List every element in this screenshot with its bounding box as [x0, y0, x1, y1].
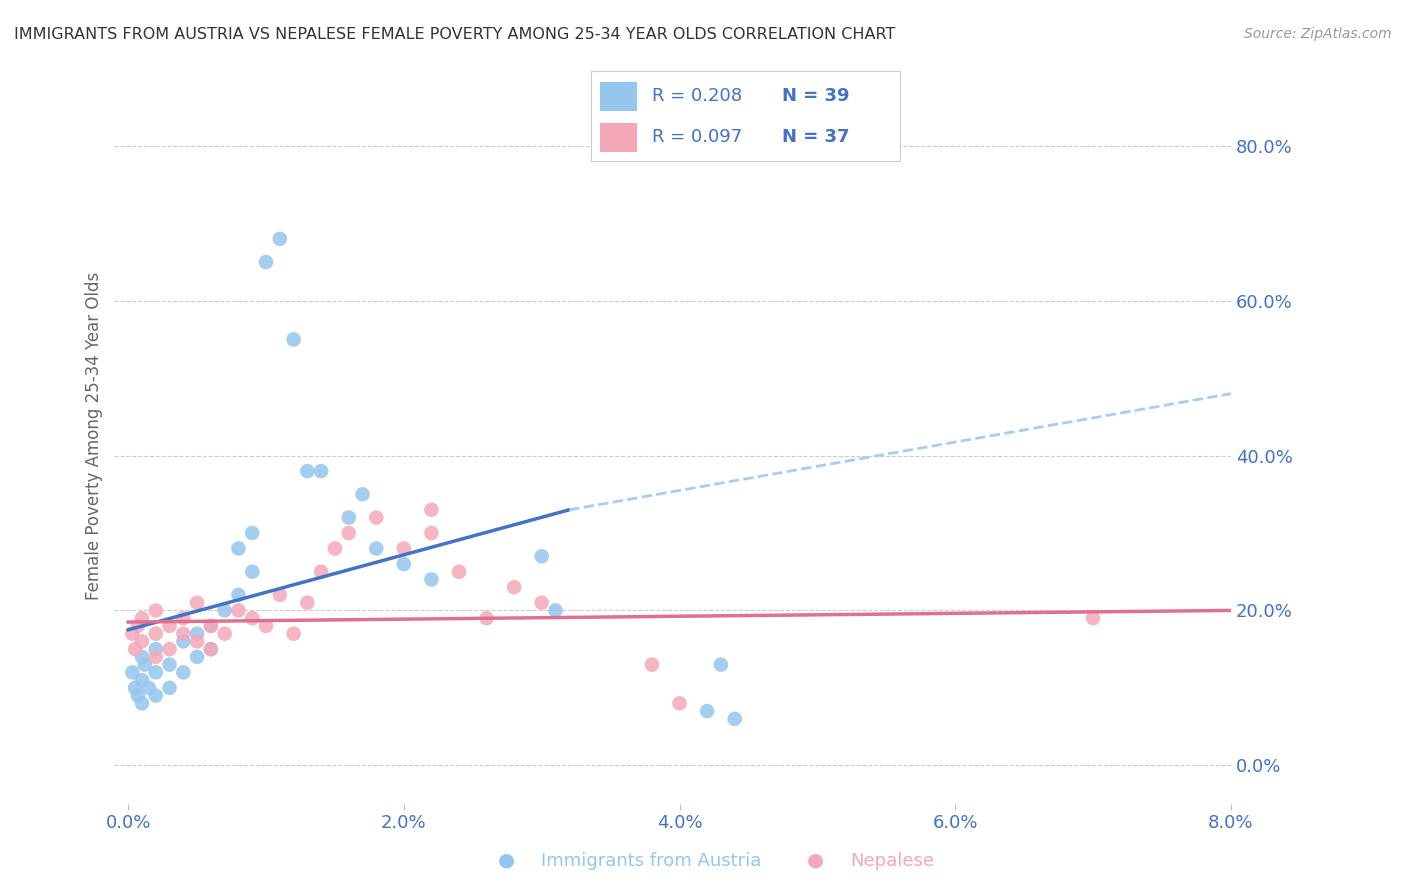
Point [240, 611, 263, 625]
Point [710, 657, 733, 672]
Point [121, 665, 143, 680]
Point [131, 696, 153, 710]
Point [159, 657, 181, 672]
Text: R = 0.097: R = 0.097 [652, 128, 742, 146]
Point [159, 619, 181, 633]
Point [145, 649, 167, 664]
FancyBboxPatch shape [600, 82, 637, 111]
Point [530, 549, 553, 564]
Point [240, 526, 263, 541]
Point [420, 503, 443, 517]
Point [323, 541, 346, 556]
Point [172, 611, 194, 625]
Point [131, 649, 153, 664]
Point [145, 665, 167, 680]
Text: ●: ● [498, 851, 515, 870]
Point [214, 603, 236, 617]
Text: Nepalese: Nepalese [851, 852, 935, 870]
Point [696, 704, 718, 718]
Point [269, 232, 291, 246]
Y-axis label: Female Poverty Among 25-34 Year Olds: Female Poverty Among 25-34 Year Olds [86, 272, 103, 600]
Point [172, 634, 194, 648]
Point [138, 681, 160, 695]
Point [121, 626, 143, 640]
Point [530, 596, 553, 610]
Point [124, 681, 146, 695]
Point [254, 255, 277, 269]
FancyBboxPatch shape [600, 123, 637, 152]
Point [420, 526, 443, 541]
Point [297, 596, 319, 610]
Text: N = 39: N = 39 [782, 87, 849, 105]
Point [172, 626, 194, 640]
Point [228, 603, 250, 617]
Point [309, 464, 332, 478]
FancyBboxPatch shape [591, 71, 900, 161]
Point [1081, 611, 1104, 625]
Point [124, 642, 146, 657]
Point [186, 649, 208, 664]
Point [447, 565, 470, 579]
Point [200, 619, 222, 633]
Point [337, 526, 360, 541]
Point [228, 541, 250, 556]
Point [724, 712, 747, 726]
Point [145, 689, 167, 703]
Text: Source: ZipAtlas.com: Source: ZipAtlas.com [1244, 27, 1392, 41]
Point [186, 596, 208, 610]
Text: Immigrants from Austria: Immigrants from Austria [541, 852, 762, 870]
Point [159, 642, 181, 657]
Point [200, 642, 222, 657]
Point [475, 611, 498, 625]
Point [131, 634, 153, 648]
Point [420, 573, 443, 587]
Point [503, 580, 526, 594]
Point [309, 565, 332, 579]
Point [392, 557, 415, 571]
Point [145, 603, 167, 617]
Point [392, 541, 415, 556]
Point [366, 510, 388, 524]
Point [297, 464, 319, 478]
Point [127, 619, 149, 633]
Point [254, 619, 277, 633]
Point [240, 565, 263, 579]
Point [668, 696, 690, 710]
Point [283, 626, 305, 640]
Point [200, 619, 222, 633]
Point [134, 657, 156, 672]
Text: R = 0.208: R = 0.208 [652, 87, 742, 105]
Point [214, 626, 236, 640]
Point [127, 689, 149, 703]
Point [200, 642, 222, 657]
Point [352, 487, 374, 501]
Point [131, 673, 153, 687]
Point [641, 657, 664, 672]
Point [366, 541, 388, 556]
Point [186, 634, 208, 648]
Text: IMMIGRANTS FROM AUSTRIA VS NEPALESE FEMALE POVERTY AMONG 25-34 YEAR OLDS CORRELA: IMMIGRANTS FROM AUSTRIA VS NEPALESE FEMA… [14, 27, 896, 42]
Point [172, 665, 194, 680]
Point [145, 626, 167, 640]
Point [337, 510, 360, 524]
Point [145, 642, 167, 657]
Text: N = 37: N = 37 [782, 128, 849, 146]
Point [186, 626, 208, 640]
Point [269, 588, 291, 602]
Point [544, 603, 567, 617]
Point [131, 611, 153, 625]
Point [228, 588, 250, 602]
Point [159, 681, 181, 695]
Point [283, 333, 305, 347]
Text: ●: ● [807, 851, 824, 870]
